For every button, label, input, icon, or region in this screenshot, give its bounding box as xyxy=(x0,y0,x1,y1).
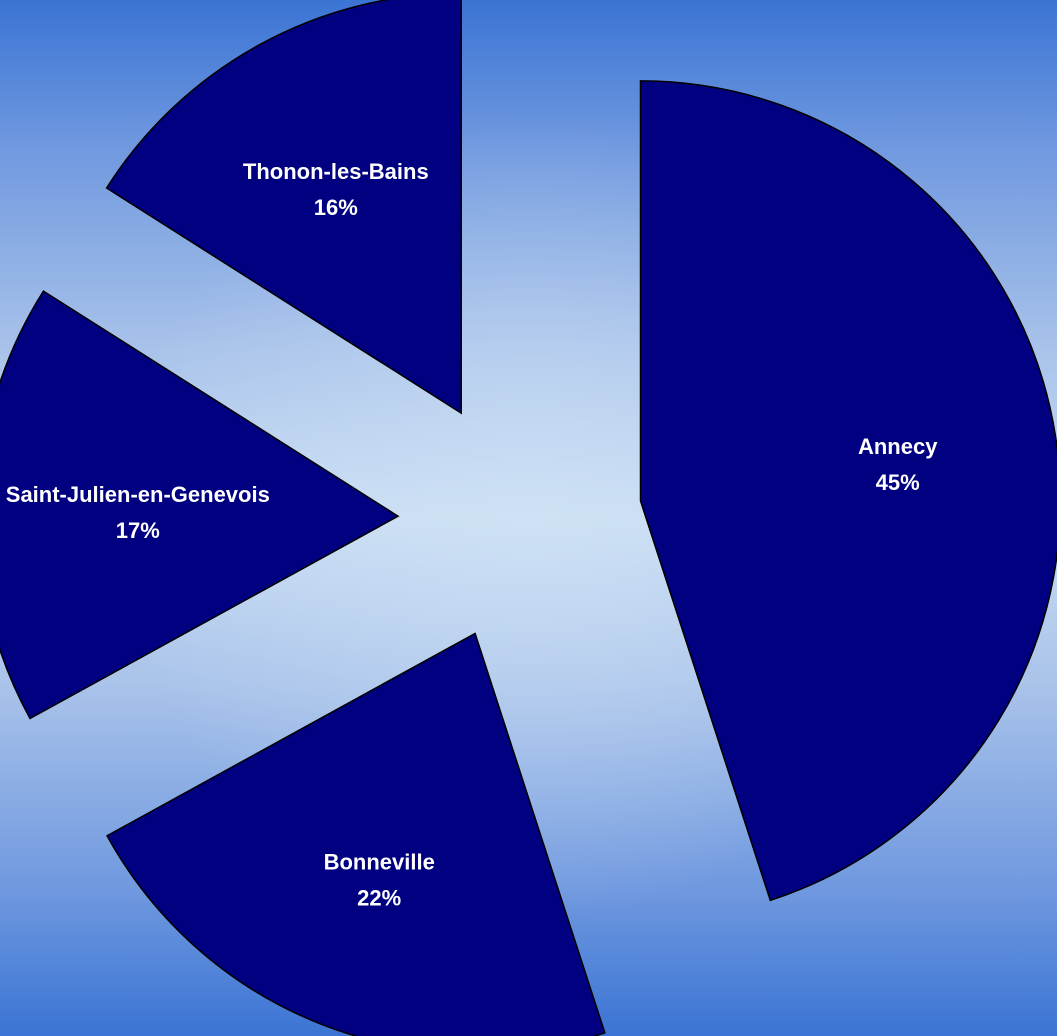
slice-label-bonneville: Bonneville xyxy=(324,850,435,875)
pie-slice-thonon-les-bains xyxy=(105,0,462,415)
slice-value-thonon-les-bains: 16% xyxy=(314,195,358,220)
slice-value-annecy: 45% xyxy=(876,470,920,495)
slice-value-saint-julien-en-genevois: 17% xyxy=(116,518,160,543)
pie-slice-bonneville xyxy=(106,632,606,1036)
slice-label-annecy: Annecy xyxy=(858,434,938,459)
pie-slice-saint-julien-en-genevois xyxy=(0,290,400,720)
slice-value-bonneville: 22% xyxy=(357,886,401,911)
slice-label-thonon-les-bains: Thonon-les-Bains xyxy=(243,159,429,184)
pie-slice-annecy xyxy=(639,80,1057,902)
slice-label-saint-julien-en-genevois: Saint-Julien-en-Genevois xyxy=(6,482,270,507)
